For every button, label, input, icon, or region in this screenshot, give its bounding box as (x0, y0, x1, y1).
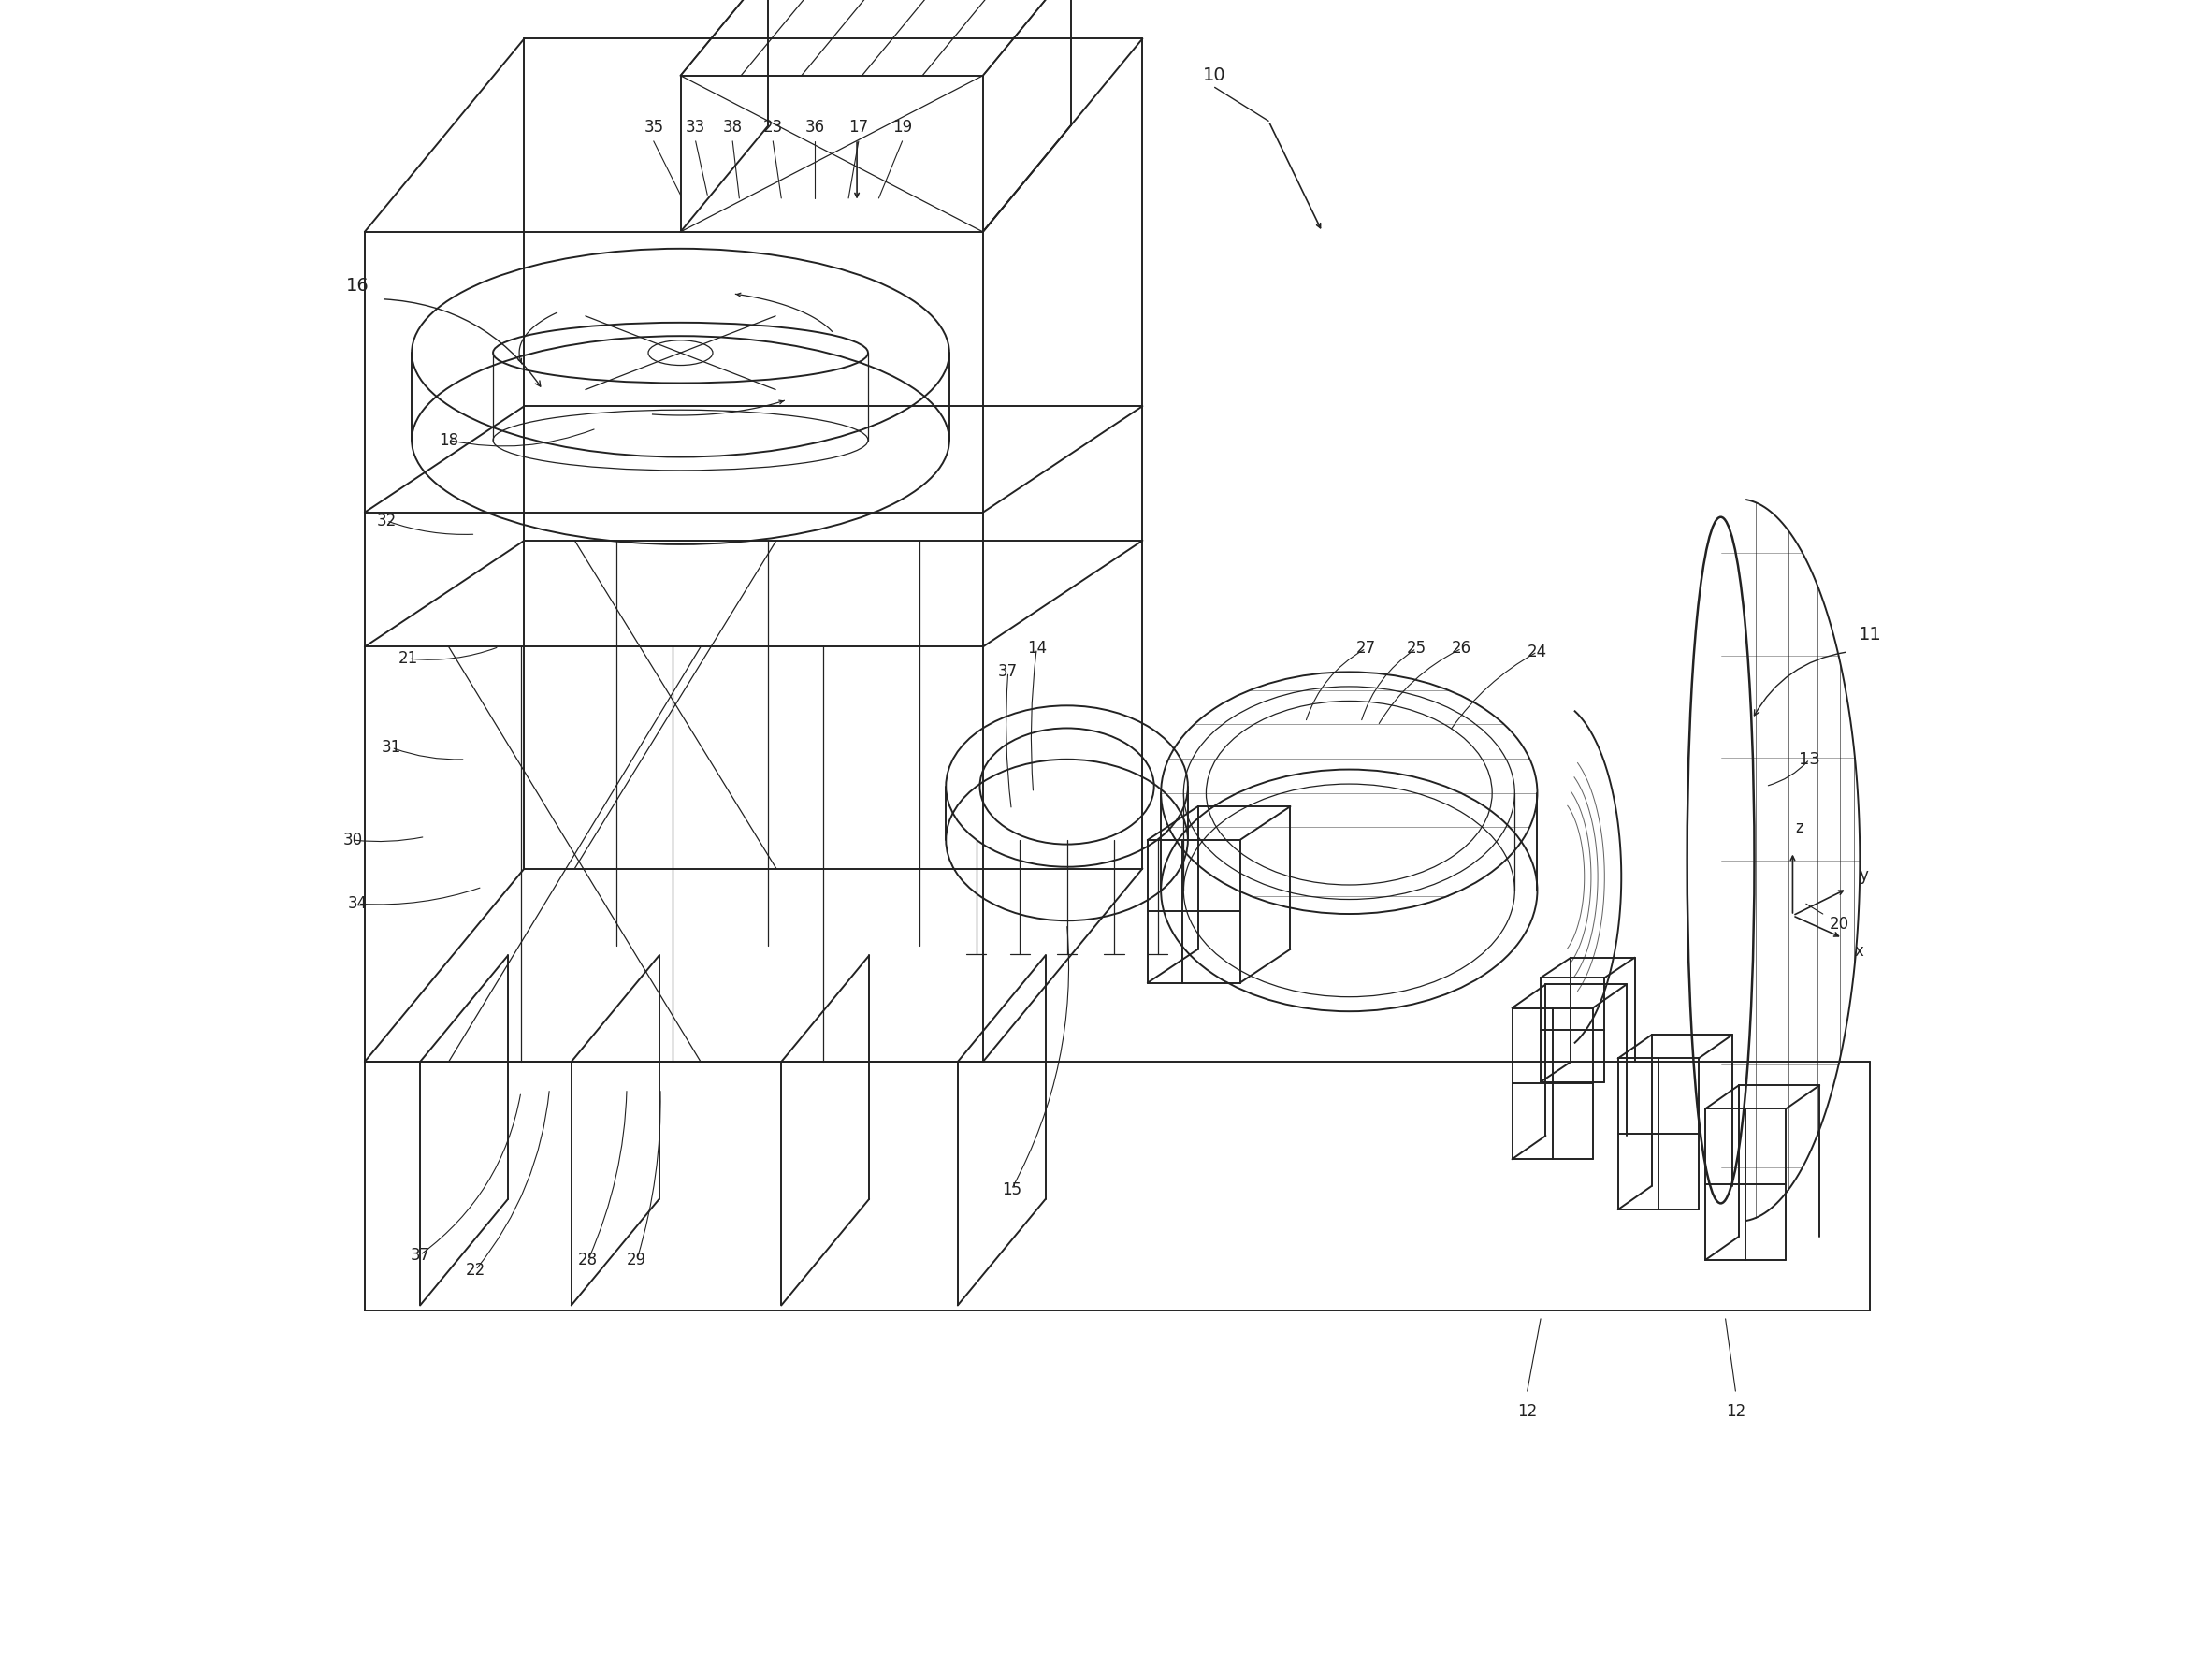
Text: 36: 36 (806, 119, 825, 136)
Text: 20: 20 (1829, 916, 1849, 932)
Text: y: y (1860, 867, 1869, 884)
Text: 37: 37 (409, 1247, 429, 1263)
Text: 22: 22 (467, 1262, 486, 1278)
Text: x: x (1855, 942, 1864, 959)
Text: 10: 10 (1204, 67, 1226, 84)
Text: 35: 35 (643, 119, 663, 136)
Text: 21: 21 (398, 650, 418, 667)
Text: 28: 28 (579, 1252, 599, 1268)
Text: 32: 32 (376, 512, 396, 529)
Text: 30: 30 (343, 832, 363, 848)
Text: 24: 24 (1527, 643, 1547, 660)
Text: 15: 15 (1001, 1181, 1021, 1198)
Text: 16: 16 (346, 277, 370, 294)
Text: 12: 12 (1726, 1403, 1745, 1420)
Text: 23: 23 (764, 119, 784, 136)
Text: 38: 38 (722, 119, 742, 136)
Text: 17: 17 (850, 119, 869, 136)
Text: 33: 33 (687, 119, 707, 136)
Text: 25: 25 (1406, 640, 1426, 657)
Text: 13: 13 (1798, 751, 1820, 768)
Text: 31: 31 (381, 739, 401, 756)
Text: 34: 34 (348, 895, 368, 912)
Text: 14: 14 (1028, 640, 1045, 657)
Text: 26: 26 (1453, 640, 1472, 657)
Text: 12: 12 (1516, 1403, 1536, 1420)
Text: 11: 11 (1858, 627, 1882, 643)
Text: 19: 19 (891, 119, 911, 136)
Text: 18: 18 (438, 432, 458, 449)
Text: 29: 29 (627, 1252, 647, 1268)
Text: 37: 37 (999, 664, 1019, 680)
Text: z: z (1796, 820, 1803, 837)
Text: 27: 27 (1356, 640, 1376, 657)
